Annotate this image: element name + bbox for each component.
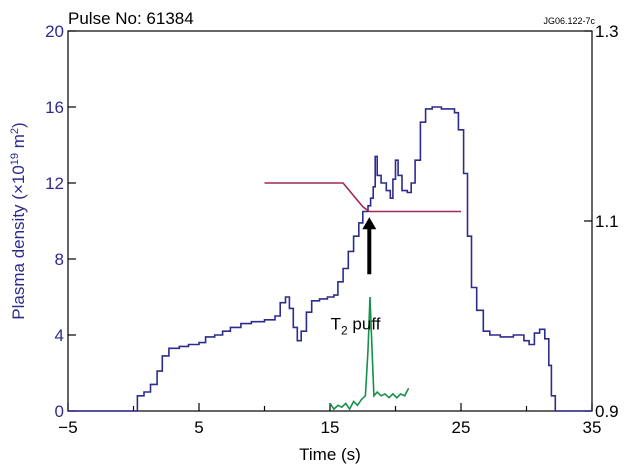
y-left-tick-label-4: 16 [45,98,64,117]
figure-id: JG06.122-7c [543,16,595,26]
x-axis-title: Time (s) [299,445,361,464]
puff-series [329,296,410,411]
puff-annotation-base: T [331,315,341,334]
x-tick-label-1: 5 [194,418,203,437]
puff-annotation: T2 puff [331,315,381,338]
y-right-tick-label-0: 0.9 [595,402,619,421]
density-series [68,106,592,412]
y-left-tick-label-5: 20 [45,22,64,41]
chart-title: Pulse No: 61384 [68,9,194,28]
x-tick-label-4: 35 [583,418,602,437]
left-y-axis-title: Plasma density (×1019 m2) [9,122,28,319]
x-tick-label-3: 25 [452,418,471,437]
x-tick-label-0: −5 [58,418,77,437]
ratio-series [264,182,461,213]
left-y-axis: 0 4 8 12 16 20 [45,22,76,421]
x-axis: −5 5 15 25 35 [58,403,601,437]
y-right-tick-label-1: 1.1 [595,212,619,231]
y-right-tick-label-2: 1.3 [595,22,619,41]
puff-arrow [362,217,377,275]
arrow-head [362,217,377,230]
series-layer [68,106,592,412]
y-left-tick-label-0: 0 [55,402,64,421]
x-tick-label-2: 15 [321,418,340,437]
puff-annotation-text: puff [348,315,381,334]
puff-annotation-sub: 2 [341,324,348,338]
y-left-tick-label-1: 4 [55,326,64,345]
y-left-tick-label-2: 8 [55,250,64,269]
plot-frame [67,30,593,412]
y-left-tick-label-3: 12 [45,174,64,193]
right-y-axis: 0.9 1.1 1.3 [584,22,619,421]
